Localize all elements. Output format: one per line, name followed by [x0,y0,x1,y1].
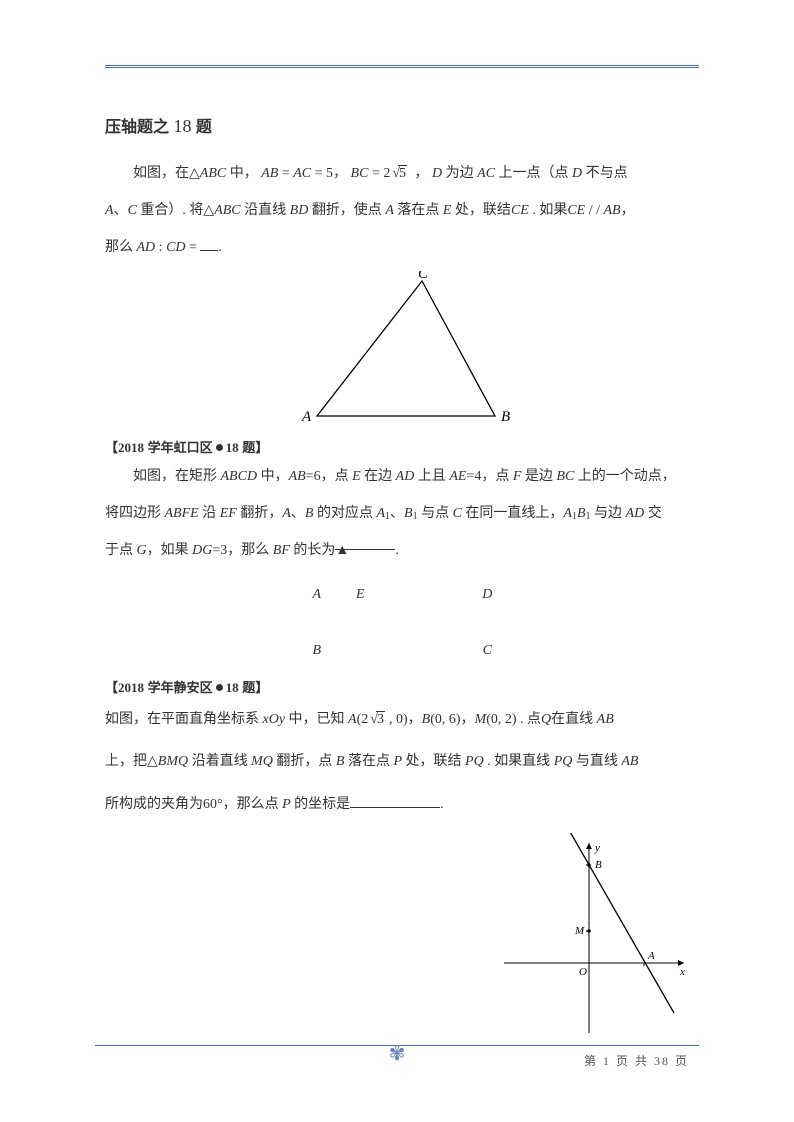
page-content: 压轴题之 18 题 如图，在△ABC 中， AB = AC = 5， BC = … [0,0,794,1122]
triangle-svg: A B C [277,271,527,426]
problem1-para: 如图，在△ABC 中， AB = AC = 5， BC = 25 ， D 为边 … [105,159,699,190]
title-number: 18 [173,116,191,136]
svg-text:B: B [501,409,510,425]
problem2-para-2: 将四边形 ABFE 沿 EF 翻折，A、B 的对应点 A1、B1 与点 C 在同… [105,499,699,530]
title-suffix: 题 [196,119,212,136]
problem3-para-2: 上，把△BMQ 沿着直线 MQ 翻折，点 B 落在点 P 处，联结 PQ . 如… [105,744,699,780]
svg-text:x: x [679,966,685,978]
problem2-para: 如图，在矩形 ABCD 中，AB=6，点 E 在边 AD 上且 AE=4，点 F… [105,462,699,493]
problem3-para: 如图，在平面直角坐标系 xOy 中，已知 A(23, 0)，B(0, 6)，M(… [105,702,699,738]
problem1-para-3: 那么 AD : CD = . [105,233,699,264]
section-tag-2: 【2018 学年静安区18 题】 [105,677,699,696]
svg-text:A: A [301,409,312,425]
bullet-icon [216,444,223,451]
rect-label-E: E [340,587,380,603]
svg-text:B: B [595,859,602,871]
footer-ornament-icon: ✾ [389,1041,406,1066]
problem2-para-3: 于点 G，如果 DG=3，那么 BF 的长为▲. [105,536,699,567]
title-prefix: 压轴题之 [105,119,169,136]
blank-answer-2: ▲ [335,536,395,550]
bullet-icon [216,684,223,691]
footer-pagination: 第 1 页 共 38 页 [584,1052,689,1069]
svg-text:O: O [579,966,587,978]
top-rule [105,65,699,68]
rect-label-A: A [297,587,337,603]
svg-text:A: A [647,950,655,962]
svg-text:C: C [418,271,429,282]
blank-answer-1 [200,237,218,251]
blank-answer-3 [350,794,440,808]
page-title: 压轴题之 18 题 [105,113,699,137]
problem3-para-3: 所构成的夹角为60，那么点 P 的坐标是. [105,787,699,823]
figure-triangle: A B C [105,271,699,431]
figure-rect-labels: A E D B C [105,587,699,659]
section-tag-1: 【2018 学年虹口区18 题】 [105,437,699,456]
figure-coordinate: y x O B M A [105,833,699,1043]
coordinate-svg: y x O B M A [499,833,699,1038]
svg-text:y: y [594,842,600,854]
rect-label-B: B [297,643,337,659]
rect-label-D: D [467,587,507,603]
svg-text:M: M [574,925,585,937]
rect-label-C: C [467,643,507,659]
problem1-para-2: A、C 重合）. 将△ABC 沿直线 BD 翻折，使点 A 落在点 E 处，联结… [105,196,699,227]
